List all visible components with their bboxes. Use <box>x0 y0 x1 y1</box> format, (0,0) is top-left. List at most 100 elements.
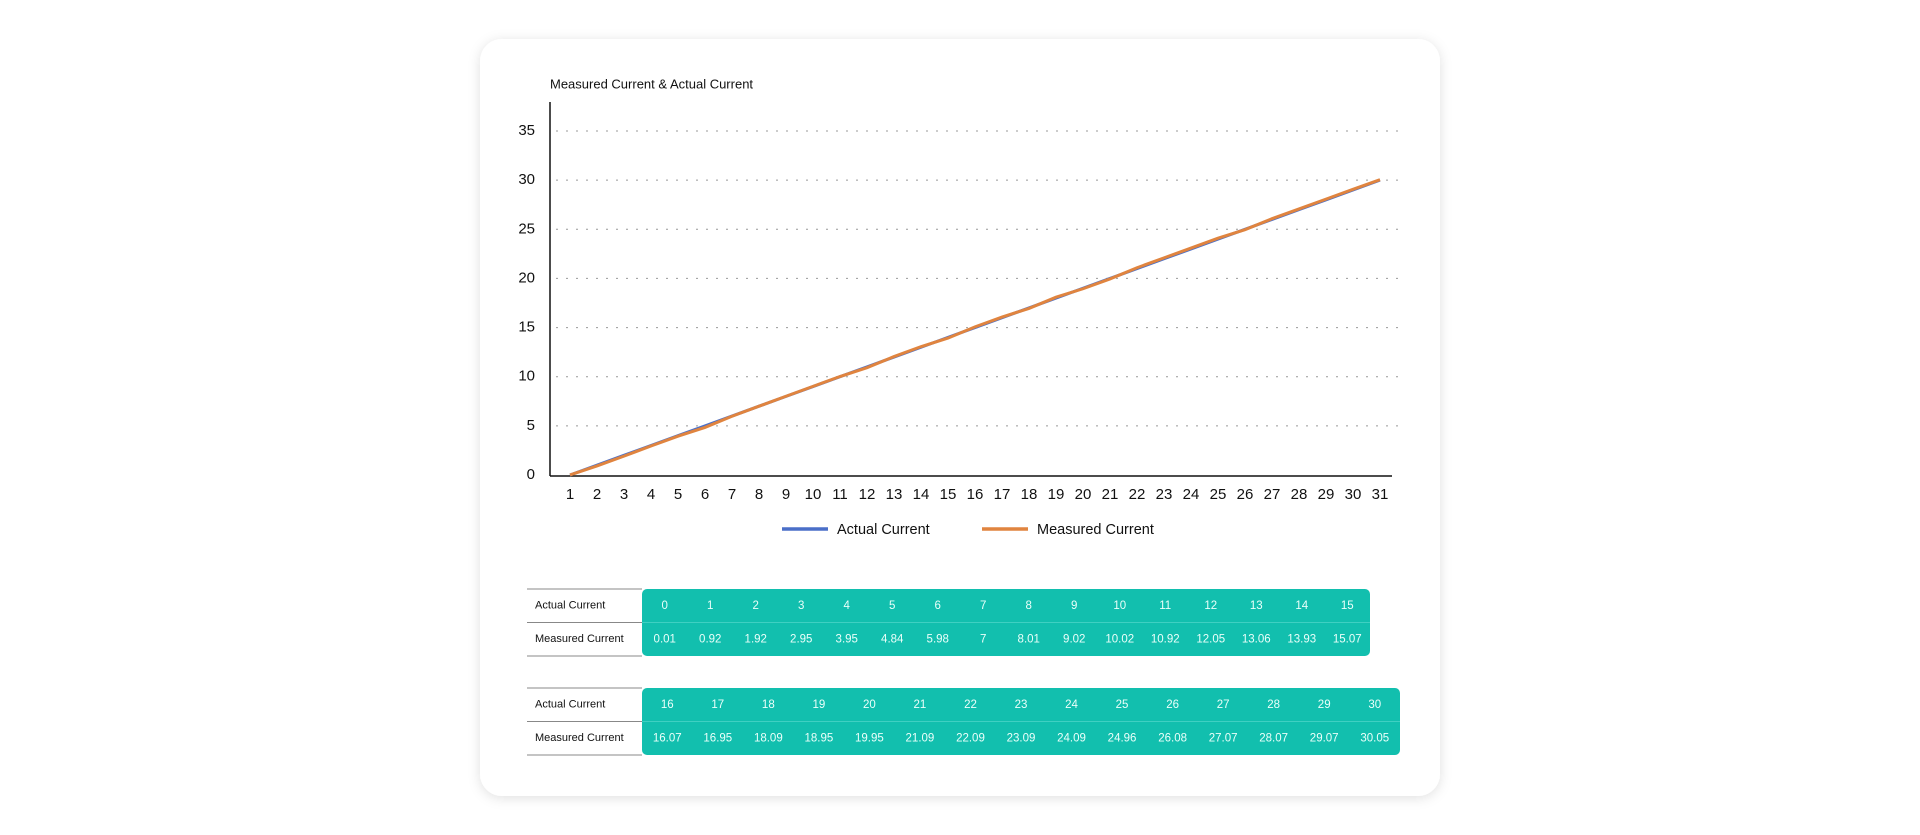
chart-title: Measured Current & Actual Current <box>550 76 753 91</box>
table-cell: 2.95 <box>790 633 812 645</box>
table-cell: 20 <box>863 699 876 711</box>
table-row-label: Measured Current <box>535 732 624 744</box>
table-cell: 7 <box>980 633 986 645</box>
table-cell: 24.96 <box>1108 732 1137 744</box>
table-cell: 13.06 <box>1242 633 1271 645</box>
table-cell: 28.07 <box>1259 732 1288 744</box>
table-cell: 22.09 <box>956 732 985 744</box>
table-cell: 11 <box>1159 600 1171 612</box>
y-tick-label: 0 <box>527 466 535 483</box>
x-tick-label: 5 <box>674 486 682 503</box>
table-row-label: Measured Current <box>535 633 624 645</box>
y-tick-label: 20 <box>518 269 535 286</box>
table-cell: 4.84 <box>881 633 904 645</box>
table-cell: 18.95 <box>804 732 833 744</box>
x-tick-label: 14 <box>913 486 930 503</box>
table-row-label: Actual Current <box>535 699 605 711</box>
table-cell: 21 <box>914 699 927 711</box>
x-tick-label: 25 <box>1210 486 1227 503</box>
table-cell: 8 <box>1026 600 1032 612</box>
table-cell: 29.07 <box>1310 732 1339 744</box>
x-tick-label: 9 <box>782 486 790 503</box>
y-tick-label: 25 <box>518 220 535 237</box>
y-tick-label: 15 <box>518 319 535 336</box>
table-cell: 21.09 <box>906 732 935 744</box>
table-cell: 13.93 <box>1287 633 1316 645</box>
table-cell: 25 <box>1116 699 1129 711</box>
table-cell: 30.05 <box>1360 732 1389 744</box>
table-cell: 22 <box>964 699 977 711</box>
table-cell: 28 <box>1267 699 1280 711</box>
table-cell: 14 <box>1295 600 1308 612</box>
x-tick-label: 20 <box>1075 486 1092 503</box>
table-row-label: Actual Current <box>535 600 605 612</box>
x-tick-label: 27 <box>1264 486 1281 503</box>
x-tick-label: 15 <box>940 486 957 503</box>
table-cell: 12.05 <box>1196 633 1225 645</box>
y-tick-label: 5 <box>527 417 535 434</box>
x-tick-label: 1 <box>566 486 574 503</box>
x-tick-label: 22 <box>1129 486 1146 503</box>
series-line <box>569 178 1381 477</box>
table-cell: 30 <box>1368 699 1381 711</box>
x-tick-label: 10 <box>805 486 822 503</box>
table-cell: 18.09 <box>754 732 783 744</box>
table-cell: 6 <box>935 600 941 612</box>
x-tick-label: 21 <box>1102 486 1119 503</box>
table-cell: 0.92 <box>699 633 721 645</box>
x-tick-label: 12 <box>859 486 876 503</box>
table-cell: 0.01 <box>654 633 676 645</box>
table-cell: 2 <box>753 600 759 612</box>
table-cell: 5 <box>889 600 895 612</box>
table-cell: 24.09 <box>1057 732 1086 744</box>
x-tick-label: 29 <box>1318 486 1335 503</box>
table-cell: 3.95 <box>836 633 858 645</box>
x-tick-label: 4 <box>647 486 655 503</box>
x-tick-label: 24 <box>1183 486 1200 503</box>
table-cell: 1 <box>707 600 713 612</box>
table-cell: 16.95 <box>703 732 732 744</box>
table-cell: 26.08 <box>1158 732 1187 744</box>
table-cell: 17 <box>711 699 724 711</box>
y-tick-label: 30 <box>518 171 535 188</box>
table-cell: 16 <box>661 699 674 711</box>
x-tick-label: 26 <box>1237 486 1254 503</box>
x-tick-label: 23 <box>1156 486 1173 503</box>
x-tick-label: 11 <box>832 486 848 503</box>
x-tick-label: 30 <box>1345 486 1362 503</box>
table-cell: 15.07 <box>1333 633 1362 645</box>
x-tick-label: 16 <box>967 486 984 503</box>
table-cell: 23.09 <box>1007 732 1036 744</box>
x-tick-label: 31 <box>1372 486 1389 503</box>
x-tick-label: 17 <box>994 486 1011 503</box>
table-cell: 19 <box>812 699 825 711</box>
table-cell: 27.07 <box>1209 732 1238 744</box>
table-cell: 10.02 <box>1105 633 1134 645</box>
table-cell: 8.01 <box>1018 633 1040 645</box>
table-cell: 27 <box>1217 699 1230 711</box>
table-cell: 0 <box>662 600 668 612</box>
table-cell: 16.07 <box>653 732 682 744</box>
table-cell: 3 <box>798 600 804 612</box>
table-cell: 18 <box>762 699 775 711</box>
x-tick-label: 7 <box>728 486 736 503</box>
x-tick-label: 28 <box>1291 486 1308 503</box>
x-tick-label: 19 <box>1048 486 1065 503</box>
table-cell: 5.98 <box>927 633 949 645</box>
table-cell: 9.02 <box>1063 633 1085 645</box>
table-cell: 7 <box>980 600 986 612</box>
table-cell: 12 <box>1204 600 1217 612</box>
legend-label: Measured Current <box>1037 522 1154 538</box>
card <box>480 39 1440 796</box>
table-cell: 15 <box>1341 600 1354 612</box>
table-cell: 9 <box>1071 600 1077 612</box>
y-tick-label: 35 <box>518 122 535 139</box>
y-tick-label: 10 <box>518 368 535 385</box>
table-cell: 24 <box>1065 699 1078 711</box>
table-cell: 29 <box>1318 699 1331 711</box>
table-cell: 1.92 <box>745 633 767 645</box>
x-tick-label: 13 <box>886 486 903 503</box>
x-tick-label: 6 <box>701 486 709 503</box>
